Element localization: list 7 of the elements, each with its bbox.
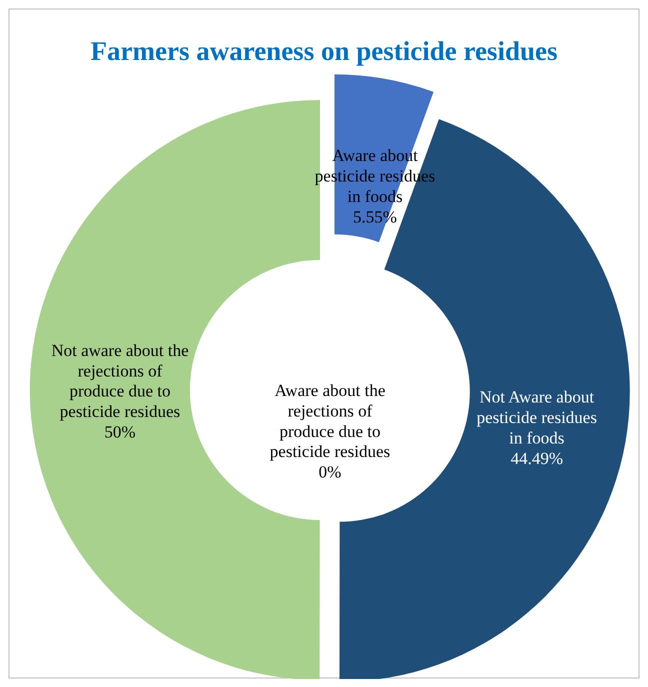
text: 0% — [318, 462, 342, 482]
data-label: 44.49% — [510, 448, 564, 468]
category-label: Aware about the rejections of produce due to pesticide residues — [270, 381, 390, 462]
data-label: 50% — [104, 422, 136, 442]
chart-title: Farmers awareness on pesticide residues — [90, 36, 558, 66]
slice-label: Not aware about the rejections of produce due to pesticide residues — [51, 340, 189, 422]
slice-label: Not Aware about pesticide residues in foods — [476, 388, 597, 448]
